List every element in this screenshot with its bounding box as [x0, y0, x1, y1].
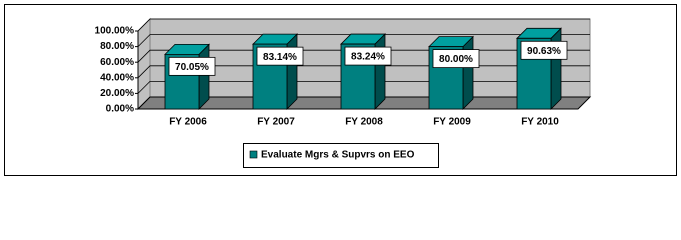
data-label-box	[168, 56, 216, 76]
x-tick-label: FY 2007	[257, 117, 295, 128]
legend-label: Evaluate Mgrs & Supvrs on EEO	[261, 150, 415, 161]
y-tick-label: 80.00%	[100, 41, 134, 52]
legend-swatch	[249, 150, 258, 159]
bar	[516, 27, 562, 110]
data-label: 80.00%	[439, 54, 473, 65]
side-wall	[137, 17, 151, 111]
data-label-box	[520, 40, 568, 60]
x-tick-label: FY 2008	[345, 117, 383, 128]
data-label: 83.14%	[263, 52, 297, 63]
bar	[428, 35, 474, 110]
x-tick-label: FY 2006	[169, 117, 207, 128]
bar-side	[550, 27, 562, 110]
bar	[252, 33, 298, 110]
bar	[340, 33, 386, 110]
bar-side	[198, 43, 210, 110]
y-tick-label: 100.00%	[95, 26, 135, 37]
y-tick-label: 40.00%	[100, 72, 134, 83]
data-label-box	[344, 46, 392, 66]
data-label: 83.24%	[351, 52, 385, 63]
bar	[164, 43, 210, 110]
legend-box	[243, 143, 439, 168]
data-label-box	[432, 49, 480, 68]
bar-side	[286, 33, 298, 110]
data-label: 90.63%	[527, 46, 561, 57]
chart: 0.00% 20.00% 40.00% 60.00% 80.00% 100.00% FY 2…	[4, 4, 677, 176]
y-tick-label: 60.00%	[100, 57, 134, 68]
y-tick-label: 0.00%	[106, 104, 134, 115]
bar-side	[462, 35, 474, 110]
grid-line	[137, 18, 590, 32]
data-label-box	[256, 46, 304, 66]
grid-line	[137, 34, 590, 47]
data-label: 70.05%	[175, 62, 209, 73]
y-tick-label: 20.00%	[100, 88, 134, 99]
x-tick-label: FY 2010	[521, 117, 559, 128]
bar-side	[374, 33, 386, 110]
x-tick-label: FY 2009	[433, 117, 471, 128]
